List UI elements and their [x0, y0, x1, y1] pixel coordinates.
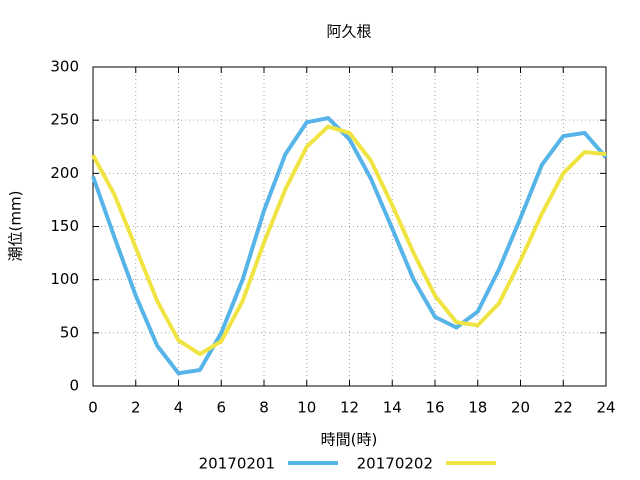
x-tick-label: 2	[131, 399, 141, 417]
y-tick-label: 250	[50, 111, 79, 129]
x-tick-label: 22	[554, 399, 573, 417]
data-line	[91, 116, 608, 376]
x-axis-label: 時間(時)	[321, 431, 378, 449]
legend-label: 20170202	[357, 455, 433, 473]
plot-frame	[92, 66, 607, 387]
y-tick-label: 200	[50, 164, 79, 182]
x-tick-label: 10	[297, 399, 316, 417]
y-axis-label: 潮位(mm)	[7, 191, 25, 262]
x-tick-label: 12	[340, 399, 359, 417]
y-tick-label: 300	[50, 58, 79, 76]
x-tick-label: 20	[511, 399, 530, 417]
x-tick-label: 6	[216, 399, 226, 417]
data-line	[91, 124, 607, 357]
x-tick-label: 24	[596, 399, 615, 417]
x-tick-label: 16	[425, 399, 444, 417]
y-tick-label: 100	[50, 270, 79, 288]
y-tick-label: 150	[50, 217, 79, 235]
x-tick-label: 0	[88, 399, 98, 417]
chart-title: 阿久根	[326, 23, 371, 41]
legend-label: 20170201	[199, 455, 275, 473]
y-tick-label: 50	[60, 323, 79, 341]
x-tick-label: 18	[468, 399, 487, 417]
x-tick-label: 8	[259, 399, 269, 417]
x-tick-label: 14	[383, 399, 402, 417]
x-tick-label: 4	[174, 399, 184, 417]
y-tick-label: 0	[69, 377, 79, 395]
